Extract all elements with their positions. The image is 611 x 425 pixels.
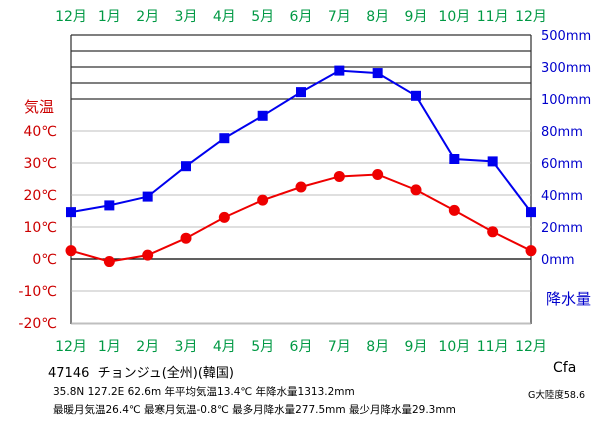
temperature-tick-label: 40℃	[23, 124, 57, 140]
precipitation-point	[296, 87, 306, 98]
precipitation-tick-label: 500mm	[541, 29, 591, 44]
precipitation-tick-label: 80mm	[541, 125, 583, 140]
temperature-tick-label: -20℃	[18, 316, 57, 332]
month-label: 12月	[515, 9, 547, 25]
temperature-point	[180, 232, 192, 244]
precipitation-point	[219, 133, 230, 144]
top-month-labels: 12月 1月 2月 3月 4月 5月 6月 7月 8月 9月 10月 11月 12月	[55, 9, 547, 25]
month-label: 3月	[175, 339, 198, 355]
month-label: 7月	[328, 9, 351, 25]
temperature-point	[142, 249, 154, 261]
precipitation-tick-label: 300mm	[541, 61, 591, 76]
temperature-point	[410, 184, 422, 196]
precipitation-point	[449, 154, 460, 164]
month-label: 4月	[213, 339, 236, 355]
precipitation-tick-label: 60mm	[541, 157, 583, 172]
month-label: 5月	[251, 339, 274, 355]
temperature-tick-labels: 40℃ 30℃ 20℃ 10℃ 0℃ -10℃ -20℃	[18, 124, 57, 332]
month-label: 1月	[98, 9, 121, 25]
temperature-point	[257, 194, 269, 206]
month-label: 11月	[477, 9, 509, 25]
month-label: 11月	[477, 339, 509, 355]
bottom-month-labels: 12月 1月 2月 3月 4月 5月 6月 7月 8月 9月 10月 11月 12月	[55, 339, 547, 355]
station-name: チョンジュ(全州)(韓国)	[97, 366, 235, 381]
temperature-point	[333, 170, 345, 182]
temperature-point	[65, 245, 77, 257]
temperature-tick-label: 0℃	[32, 252, 57, 268]
month-label: 3月	[175, 9, 198, 25]
month-label: 10月	[438, 9, 470, 25]
month-label: 8月	[366, 339, 389, 355]
temperature-point	[448, 204, 460, 216]
precipitation-point	[526, 207, 536, 218]
precipitation-tick-label: 0mm	[541, 253, 575, 268]
series-layer	[65, 65, 537, 268]
precipitation-tick-label: 100mm	[541, 93, 591, 108]
month-label: 12月	[55, 9, 87, 25]
continentality-index: G大陸度58.6	[528, 390, 586, 401]
temperature-point	[487, 226, 499, 238]
precipitation-axis-title: 降水量	[546, 290, 591, 308]
month-label: 5月	[251, 9, 274, 25]
temperature-tick-label: 20℃	[23, 188, 57, 204]
month-label: 2月	[136, 339, 159, 355]
temperature-tick-label: 30℃	[23, 156, 57, 172]
temperature-axis-title: 気温	[24, 98, 54, 116]
precipitation-point	[181, 161, 191, 172]
month-label: 10月	[438, 339, 470, 355]
month-label: 9月	[405, 339, 428, 355]
month-label: 12月	[55, 339, 87, 355]
month-label: 9月	[405, 9, 428, 25]
precipitation-point	[334, 65, 345, 76]
station-stats-line-1: 35.8N 127.2E 62.6m 年平均気温13.4℃ 年降水量1313.2…	[53, 386, 355, 398]
precipitation-point	[487, 156, 498, 167]
precipitation-point	[66, 207, 76, 218]
month-label: 1月	[98, 339, 121, 355]
temperature-tick-label: -10℃	[18, 284, 57, 300]
month-label: 12月	[515, 339, 547, 355]
month-label: 8月	[366, 9, 389, 25]
precipitation-point	[257, 110, 268, 121]
precipitation-tick-label: 40mm	[541, 189, 583, 204]
month-label: 4月	[213, 9, 236, 25]
month-label: 7月	[328, 339, 351, 355]
precipitation-point	[411, 90, 421, 101]
climate-classification: Cfa	[553, 360, 577, 376]
month-label: 2月	[136, 9, 159, 25]
temperature-point	[372, 169, 384, 181]
station-stats-line-2: 最暖月気温26.4℃ 最寒月気温-0.8℃ 最多月降水量277.5mm 最少月降…	[53, 404, 456, 416]
month-label: 6月	[290, 9, 313, 25]
precipitation-point	[372, 68, 383, 79]
station-title: 47146 チョンジュ(全州)(韓国)	[48, 362, 234, 381]
temperature-tick-label: 10℃	[23, 220, 57, 236]
precipitation-point	[142, 191, 153, 202]
station-id: 47146	[48, 366, 90, 381]
temperature-point	[103, 256, 115, 268]
precipitation-point	[104, 200, 115, 211]
chart-grid	[70, 34, 532, 325]
temperature-point	[295, 181, 307, 193]
temperature-point	[525, 245, 537, 257]
precipitation-tick-label: 20mm	[541, 221, 583, 236]
precipitation-tick-labels: 500mm 300mm 100mm 80mm 60mm 40mm 20mm 0mm	[541, 29, 591, 268]
month-label: 6月	[290, 339, 313, 355]
temperature-point	[218, 211, 230, 223]
